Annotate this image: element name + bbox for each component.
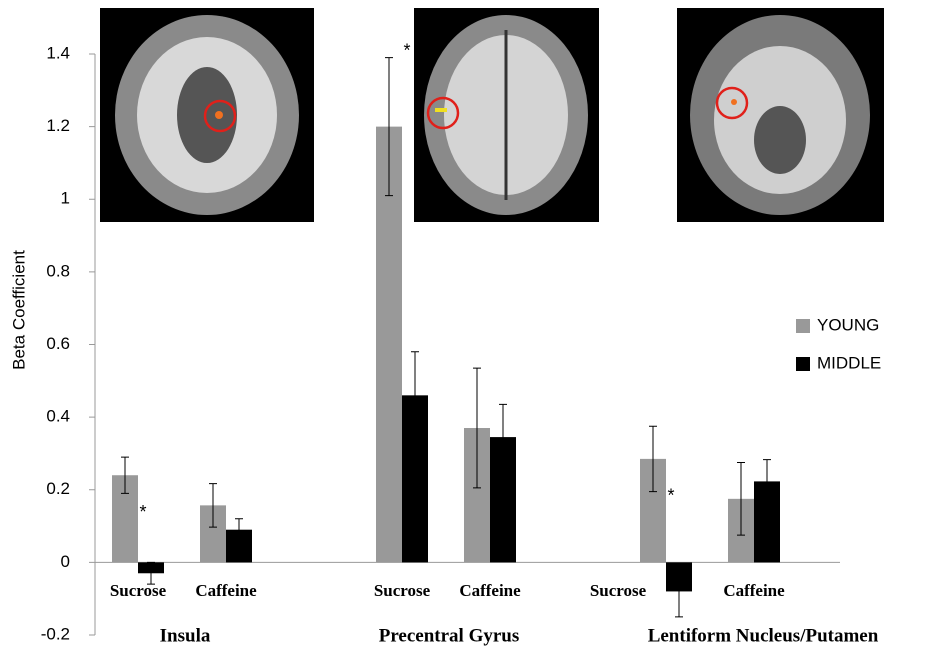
y-tick-label: 0.6 (46, 334, 70, 353)
annotation: * (139, 502, 146, 522)
y-axis-label: Beta Coefficient (9, 250, 28, 370)
x-tick-label: Caffeine (459, 581, 521, 600)
legend-swatch (796, 357, 810, 371)
annotation: * (667, 486, 674, 506)
chart: Beta Coefficient -0.2 0 0.2 0.4 0.6 0.8 1 1.2 1.… (0, 0, 925, 656)
x-tick-label: Sucrose (110, 581, 167, 600)
x-tick-label: Caffeine (195, 581, 257, 600)
legend-swatch (796, 319, 810, 333)
x-tick-label: Caffeine (723, 581, 785, 600)
group-label: Insula (160, 625, 211, 646)
y-tick-label: 1.2 (46, 116, 70, 135)
x-tick-label: Sucrose (374, 581, 431, 600)
annotation: * (403, 40, 410, 60)
group-label: Precentral Gyrus (379, 625, 520, 646)
legend-label: YOUNG (817, 315, 879, 334)
y-tick-label: 0.4 (46, 407, 70, 426)
brain-images (100, 8, 884, 222)
y-tick-label: 0 (61, 552, 70, 571)
x-tick-label: Sucrose (590, 581, 647, 600)
y-tick-label: 1.4 (46, 43, 70, 62)
y-tick-label: -0.2 (41, 624, 70, 643)
legend-label: MIDDLE (817, 353, 881, 372)
y-tick-label: 1 (61, 189, 70, 208)
y-tick-label: 0.2 (46, 479, 70, 498)
group-label: Lentiform Nucleus/Putamen (648, 625, 879, 646)
y-tick-label: 0.8 (46, 261, 70, 280)
